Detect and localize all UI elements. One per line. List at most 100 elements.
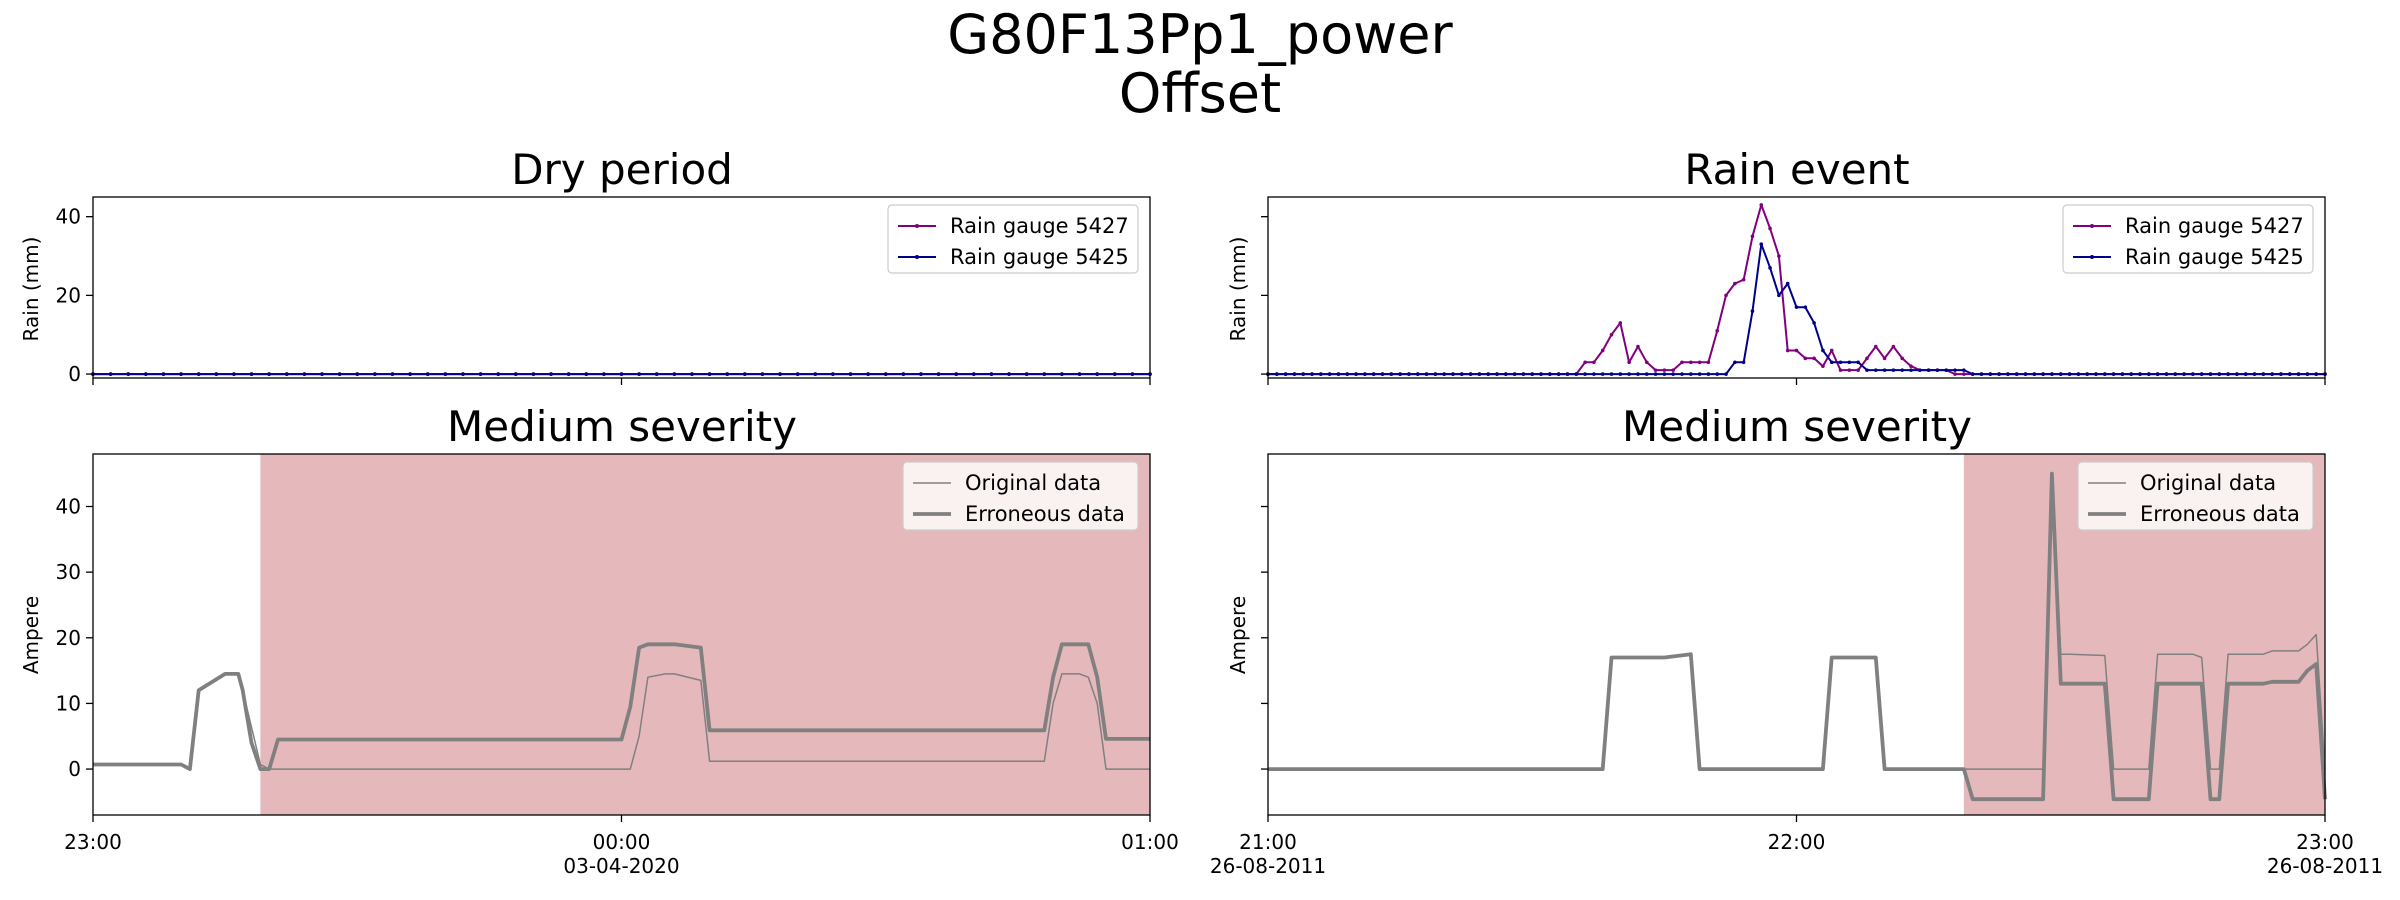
legend-label: Erroneous data (2140, 502, 2300, 526)
data-point (1847, 360, 1852, 365)
data-point (249, 372, 254, 376)
data-point (2305, 372, 2310, 376)
data-point (1301, 372, 1306, 376)
data-point (1750, 234, 1755, 239)
data-point (1363, 372, 1367, 376)
data-point (1794, 305, 1799, 309)
data-point (2199, 372, 2204, 376)
data-point (1768, 226, 1772, 231)
data-point (1909, 364, 1913, 368)
x-tick-label: 22:00 (1768, 830, 1826, 854)
legend-marker (2090, 224, 2094, 228)
data-point (1644, 360, 1649, 365)
data-point (778, 372, 782, 376)
data-point (549, 372, 553, 376)
data-point (126, 372, 131, 376)
data-point (1477, 372, 1482, 376)
data-point (1556, 372, 1561, 376)
data-point (813, 372, 818, 376)
plot-area: 0 20 40 Rain gauge 5427 Rain gauge 5425 (56, 196, 1152, 386)
data-point (1433, 372, 1438, 376)
x-tick-label: 00:00 (593, 830, 651, 854)
data-point (1024, 372, 1029, 376)
data-point (2111, 372, 2116, 376)
data-point (1979, 372, 1984, 376)
data-point (2014, 372, 2019, 376)
data-point (1512, 372, 1517, 376)
panel-medium-severity-right: Medium severity Ampere 21:0026-08-201122… (1210, 402, 2383, 878)
legend: Original data Erroneous data (2077, 461, 2314, 531)
data-point (2102, 372, 2107, 376)
data-point (1060, 372, 1064, 376)
data-point (1336, 372, 1341, 376)
data-point (337, 372, 342, 376)
data-point (1785, 348, 1790, 353)
data-point (179, 372, 183, 376)
data-point (1724, 293, 1728, 298)
data-point (1504, 372, 1508, 376)
data-point (1821, 364, 1825, 368)
data-point (1777, 293, 1781, 298)
legend-label: Rain gauge 5427 (950, 214, 1129, 238)
legend-box (2077, 461, 2314, 531)
data-point (1618, 372, 1623, 376)
data-point (1873, 368, 1878, 372)
x-tick-label: 21:00 (1239, 830, 1297, 854)
y-tick-label: 40 (56, 495, 81, 519)
panel-rain-event: Rain event Rain (mm) Rain gauge 5427Rain… (1226, 145, 2327, 385)
data-point (2243, 372, 2248, 376)
data-point (1768, 266, 1772, 270)
data-point (1962, 372, 1966, 376)
data-point (954, 372, 959, 376)
data-point (1882, 356, 1887, 361)
data-point (531, 372, 536, 376)
data-point (1345, 372, 1350, 376)
panel-title: Medium severity (1622, 402, 1972, 451)
data-point (2129, 372, 2134, 376)
data-point (1873, 344, 1878, 349)
data-point (2279, 372, 2283, 376)
data-point (1521, 372, 1526, 376)
data-point (1442, 372, 1446, 376)
data-point (1407, 372, 1411, 376)
data-point (1671, 368, 1675, 372)
data-point (2217, 372, 2222, 376)
data-point (1627, 372, 1631, 376)
data-point (373, 372, 377, 376)
data-point (2050, 372, 2054, 376)
legend-label: Rain gauge 5427 (2125, 214, 2304, 238)
data-point (1900, 368, 1904, 372)
data-point (654, 372, 659, 376)
data-point (1380, 372, 1385, 376)
data-point (2235, 372, 2239, 376)
data-point (1671, 372, 1675, 376)
data-point (144, 372, 148, 376)
data-point (355, 372, 360, 376)
y-tick-label: 0 (68, 757, 81, 781)
data-point (1715, 328, 1720, 333)
data-point (883, 372, 888, 376)
data-point (1007, 372, 1011, 376)
data-point (1812, 356, 1816, 361)
data-point (1689, 360, 1693, 365)
data-point (795, 372, 800, 376)
data-point (1829, 360, 1834, 365)
y-tick-label: 20 (56, 283, 81, 307)
data-point (1636, 372, 1640, 376)
data-point (1539, 372, 1543, 376)
data-point (637, 372, 641, 376)
data-point (1327, 372, 1332, 376)
data-point (725, 372, 729, 376)
data-point (408, 372, 412, 376)
legend-label: Original data (965, 471, 1101, 495)
data-point (1777, 254, 1781, 258)
data-point (672, 372, 677, 376)
data-point (2147, 372, 2151, 376)
data-point (320, 372, 324, 376)
y-axis-label: Ampere (1226, 596, 1250, 674)
data-point (2226, 372, 2230, 376)
data-point (1371, 372, 1376, 376)
data-point (1565, 372, 1570, 376)
data-point (1662, 372, 1667, 376)
